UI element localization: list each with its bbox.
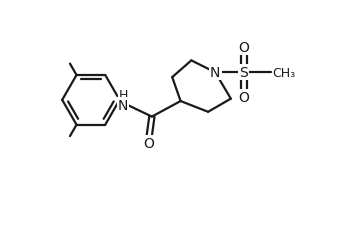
Text: N: N xyxy=(118,98,129,112)
Text: S: S xyxy=(240,66,249,80)
Text: O: O xyxy=(239,41,250,55)
Text: N: N xyxy=(210,66,221,80)
Text: H: H xyxy=(119,88,128,101)
Text: O: O xyxy=(239,91,250,105)
Text: CH₃: CH₃ xyxy=(273,67,296,79)
Text: O: O xyxy=(143,136,154,150)
